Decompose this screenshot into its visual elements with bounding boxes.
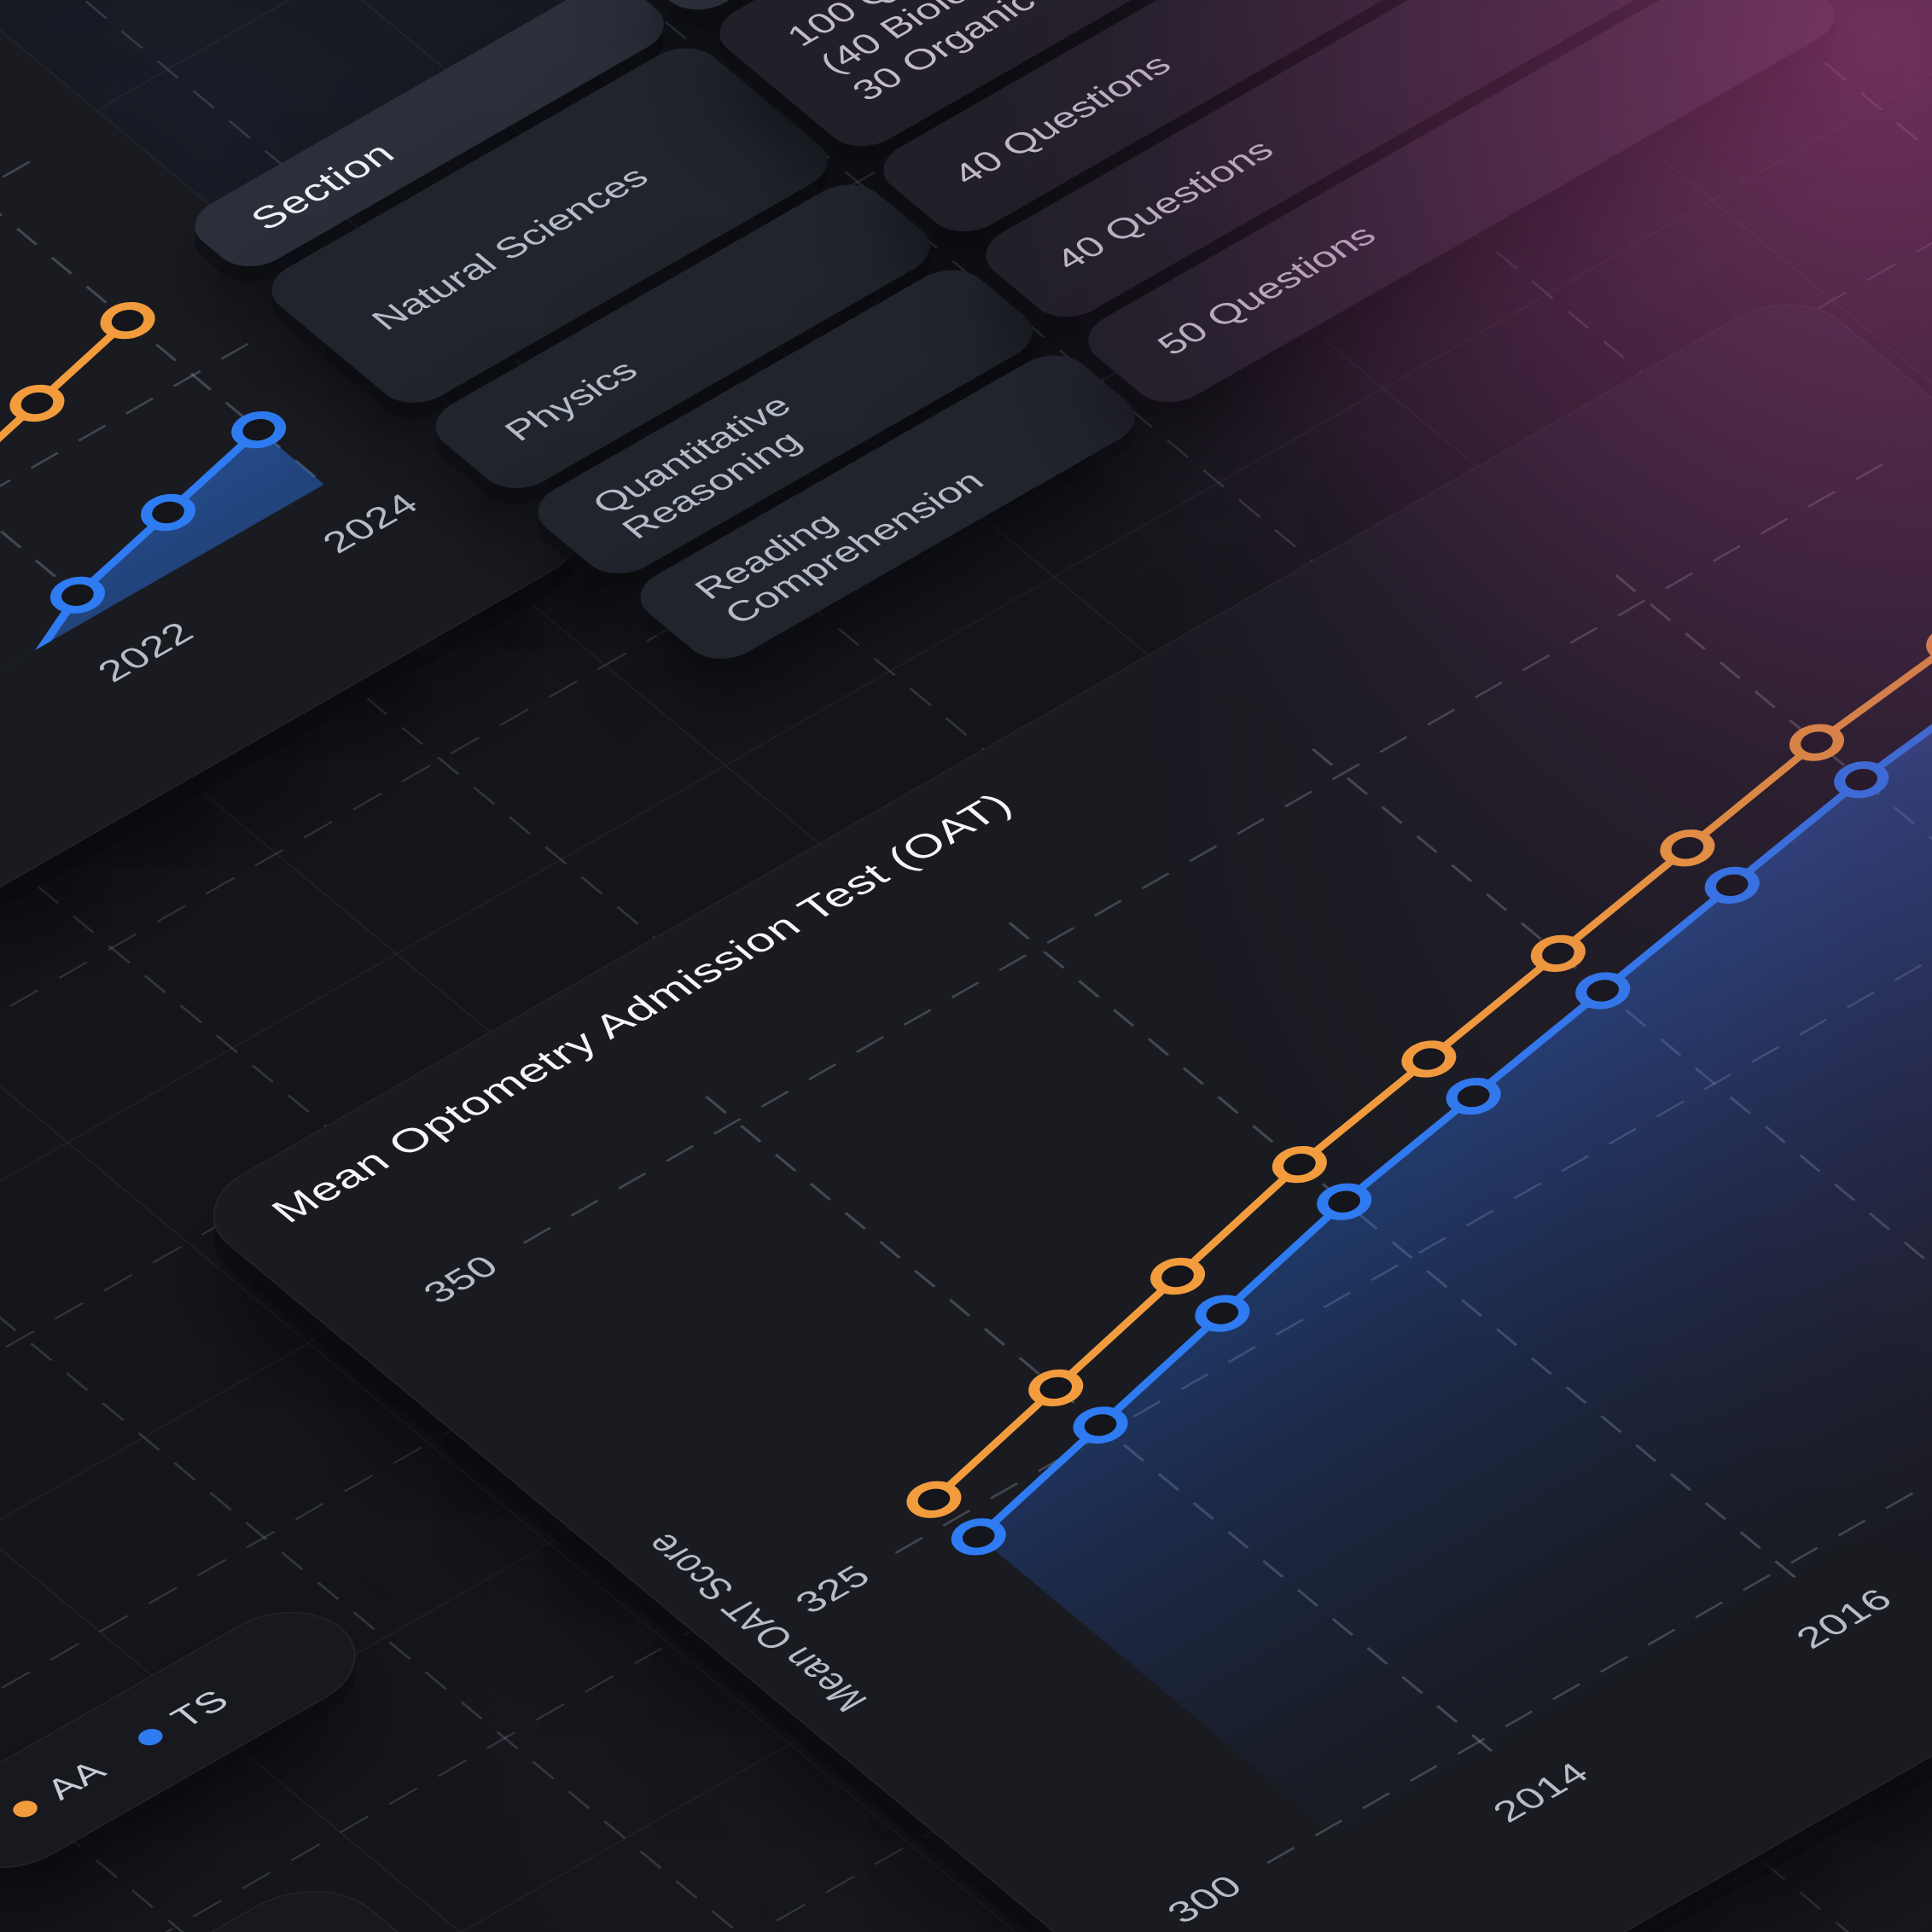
y-tick-label: 325	[786, 1558, 879, 1620]
oat-trend-chart-partial: 2022 2024	[0, 0, 428, 1232]
x-tick-label: 2024	[313, 486, 427, 560]
gridline-y-345	[0, 154, 44, 942]
gridline-y-350	[522, 460, 1889, 1244]
oat-trend-chart-panel-partial: 2022 2024	[0, 0, 611, 1462]
series-ts-marker	[0, 677, 37, 715]
series-aa-marker	[1272, 1146, 1327, 1184]
series-ts-marker	[1575, 972, 1631, 1010]
series-ts-marker	[1834, 761, 1889, 799]
legend-item-ts: TS	[125, 1683, 237, 1755]
chart-gridlines	[0, 0, 326, 1124]
chart-series-group	[906, 436, 1932, 1841]
x-tick-label: 2016	[1787, 1582, 1900, 1656]
series-aa-marker	[1530, 934, 1586, 972]
area-fill-ts	[978, 436, 1932, 1841]
series-aa-marker	[1660, 829, 1715, 867]
series-ts-marker	[49, 576, 105, 614]
y-tick-label: 300	[1158, 1869, 1251, 1930]
legend-label-aa: AA	[37, 1754, 114, 1806]
series-aa-marker	[100, 302, 155, 340]
legend-dot-ts-icon	[133, 1725, 167, 1749]
series-ts-marker	[1704, 866, 1760, 904]
series-ts-marker	[951, 1518, 1006, 1556]
legend-label-ts: TS	[162, 1683, 238, 1734]
legend-item-aa: AA	[1, 1754, 115, 1827]
series-ts-marker	[1195, 1295, 1250, 1332]
legend-dot-aa-icon	[8, 1797, 43, 1821]
series-aa-marker	[1028, 1369, 1084, 1407]
series-aa-marker	[1401, 1040, 1457, 1078]
series-line-aa	[928, 436, 1932, 1504]
y-tick-label: 350	[415, 1248, 508, 1310]
series-ts-marker	[141, 493, 196, 532]
gridline-y-340	[0, 335, 262, 1124]
x-tick-label: 2022	[89, 615, 202, 689]
series-line-ts	[974, 436, 1932, 1540]
series-ts-marker	[231, 411, 287, 449]
series-ts-marker	[1317, 1183, 1372, 1220]
series-aa-marker	[9, 384, 65, 422]
gridline-x-2022	[0, 66, 101, 614]
series-ts-marker	[1073, 1406, 1128, 1444]
x-tick-label: 2014	[1484, 1755, 1597, 1829]
series-aa-marker	[1789, 724, 1844, 761]
series-aa-marker	[906, 1481, 962, 1518]
series-ts-marker	[1446, 1077, 1501, 1115]
series-aa-marker	[1150, 1257, 1206, 1295]
